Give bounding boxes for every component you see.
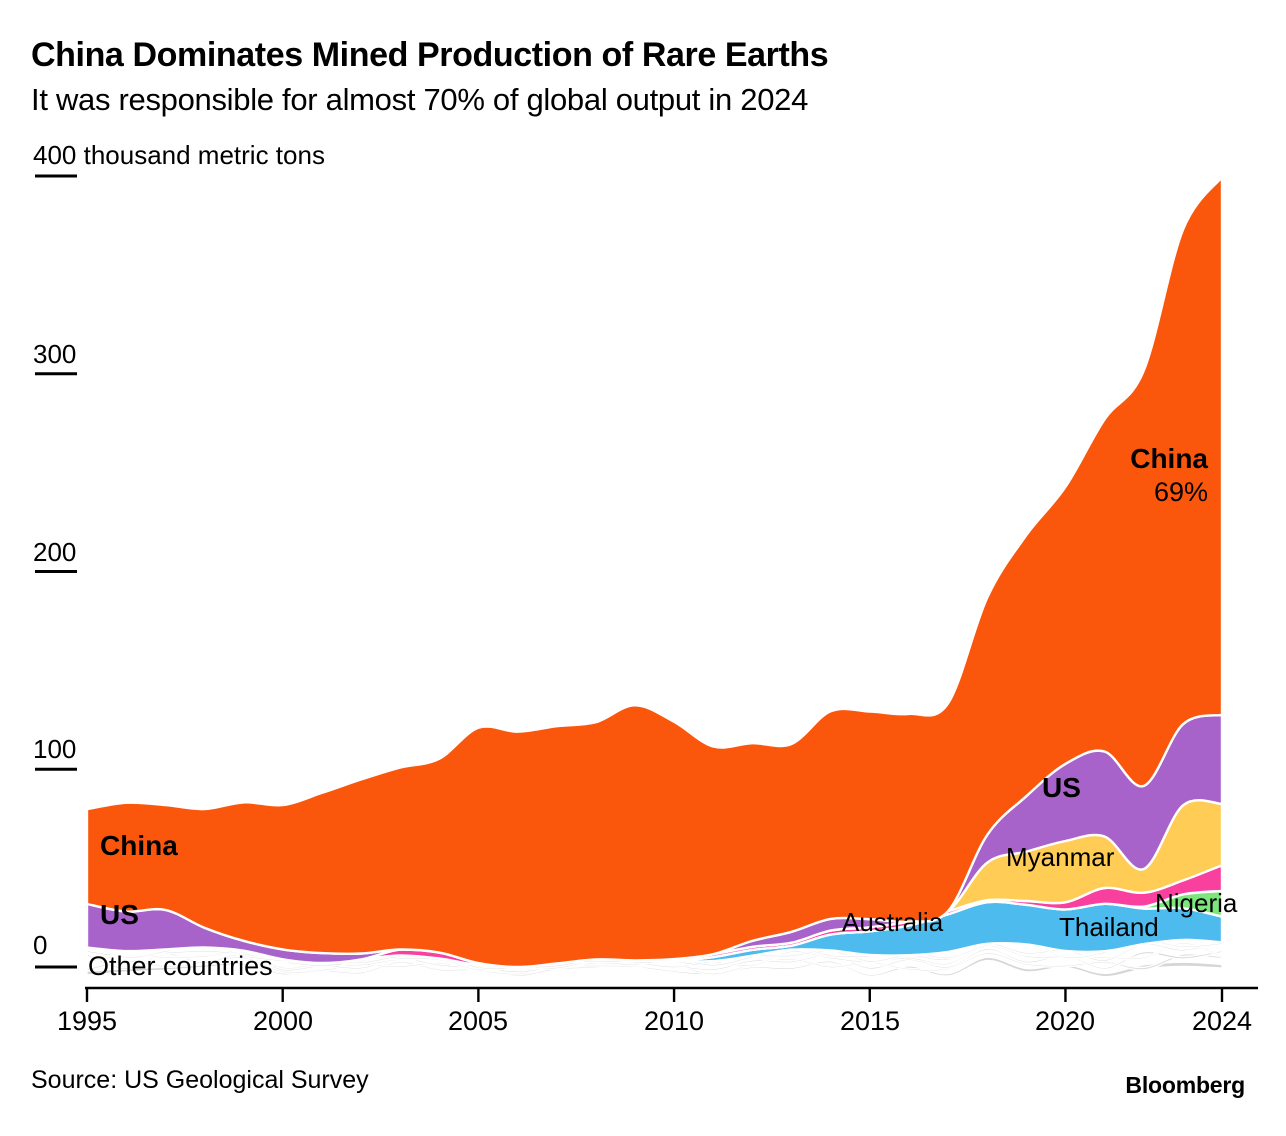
x-axis-tick-label: 2010 <box>643 1006 705 1036</box>
area-label-us-left: US <box>100 899 139 930</box>
area-label-other-countries: Other countries <box>88 951 273 981</box>
x-axis-tick-label: 2000 <box>252 1006 314 1036</box>
source-note: Source: US Geological Survey <box>31 1066 369 1094</box>
area-label-china-left: China <box>100 830 178 861</box>
bloomberg-logo: Bloomberg <box>1125 1072 1245 1098</box>
y-axis-tick-label: 100 <box>33 734 77 764</box>
x-axis-tick-label: 2015 <box>839 1006 901 1036</box>
y-axis-tick-label: 0 <box>33 930 48 960</box>
area-label-nigeria: Nigeria <box>1155 888 1238 918</box>
x-axis-tick-label: 2024 <box>1191 1006 1253 1036</box>
y-axis-tick-label: 300 <box>33 339 77 369</box>
area-label-thailand: Thailand <box>1059 912 1159 942</box>
area-label-myanmar: Myanmar <box>1006 842 1115 872</box>
chart-subtitle: It was responsible for almost 70% of glo… <box>31 82 809 117</box>
area-label-us-right: US <box>1042 772 1081 803</box>
area-label-australia: Australia <box>842 907 944 937</box>
area-label-china-percent: 69% <box>1153 477 1208 507</box>
x-axis-tick-label: 1995 <box>56 1006 118 1036</box>
y-axis-tick-label: 200 <box>33 537 77 567</box>
chart-title: China Dominates Mined Production of Rare… <box>31 36 829 74</box>
x-axis-tick-label: 2020 <box>1034 1006 1096 1036</box>
x-axis-tick-label: 2005 <box>447 1006 509 1036</box>
area-label-china-right: China <box>1130 443 1208 474</box>
y-axis-unit-label: 400 thousand metric tons <box>33 140 325 170</box>
